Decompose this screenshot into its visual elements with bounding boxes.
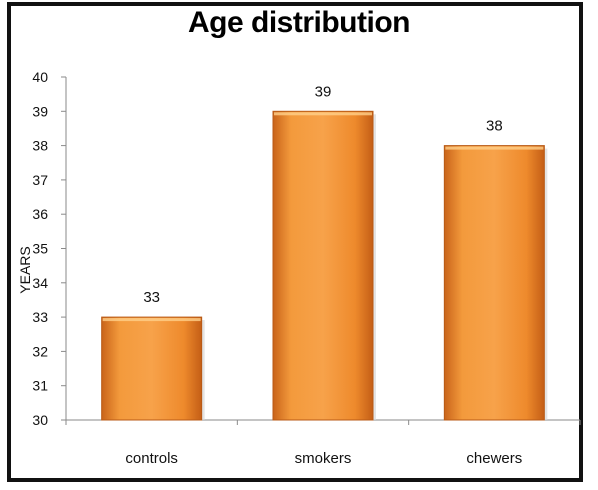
bar-highlight	[445, 146, 544, 150]
chart-axes: 30 31 32 33 34 35 36 37 38 39 40	[32, 69, 581, 428]
bar-smokers	[272, 110, 374, 421]
chart-labels: 33 controls 39 smokers 38 chewers	[125, 83, 522, 467]
bar-chewers	[443, 145, 545, 421]
y-tick-label: 34	[32, 275, 48, 291]
y-tick-label: 31	[32, 378, 48, 394]
x-tick-label: chewers	[466, 450, 522, 467]
data-label: 33	[143, 289, 160, 306]
data-label: 38	[486, 118, 503, 135]
data-label: 39	[315, 83, 332, 100]
y-tick-label: 40	[32, 69, 48, 85]
chart-bars	[101, 110, 548, 421]
y-tick-label: 35	[32, 241, 48, 257]
y-tick-label: 33	[32, 309, 48, 325]
y-tick-label: 30	[32, 412, 48, 428]
chart-title: Age distribution	[188, 6, 410, 39]
y-tick-label: 39	[32, 103, 48, 119]
y-tick-label: 37	[32, 172, 48, 188]
y-axis-label: YEARS	[17, 246, 33, 293]
y-tick-label: 32	[32, 343, 48, 359]
x-tick-label: controls	[125, 450, 178, 467]
bar-highlight	[102, 318, 201, 322]
x-tick-label: smokers	[295, 450, 352, 467]
bar-highlight	[274, 112, 372, 116]
y-tick-label: 36	[32, 206, 48, 222]
y-tick-label: 38	[32, 138, 48, 154]
bar-controls	[101, 316, 203, 421]
